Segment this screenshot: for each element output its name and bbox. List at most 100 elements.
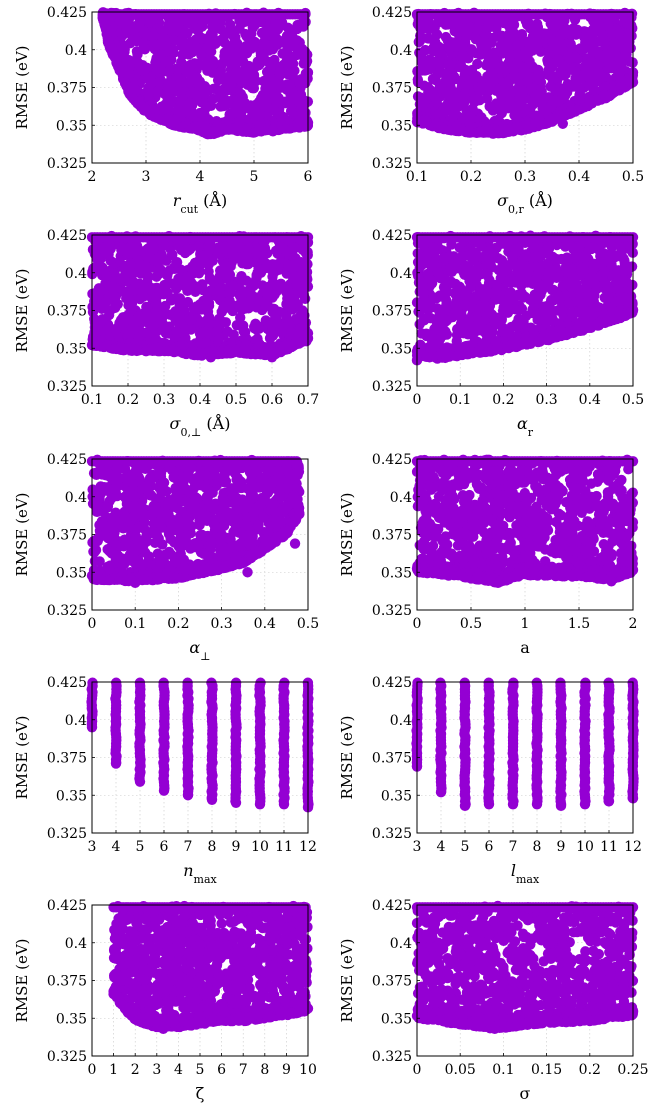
data-point <box>442 35 454 46</box>
data-point <box>196 316 207 328</box>
data-point <box>155 38 166 50</box>
data-point <box>203 297 215 309</box>
data-point <box>440 106 451 117</box>
data-point <box>227 301 238 312</box>
y-axis-title: RMSE (eV) <box>338 45 356 129</box>
data-point <box>444 59 456 71</box>
data-point <box>531 90 542 101</box>
y-tick-label: 0.4 <box>65 266 87 282</box>
data-point <box>273 92 284 104</box>
data-point <box>562 78 573 90</box>
x-tick-label: 0.5 <box>225 392 247 408</box>
data-point <box>257 253 268 265</box>
data-point <box>163 101 175 113</box>
data-point <box>479 36 490 47</box>
data-point <box>236 18 247 29</box>
data-point <box>260 315 271 326</box>
data-point <box>107 281 118 292</box>
data-point <box>301 55 313 67</box>
scatter-points <box>411 7 639 139</box>
data-point <box>176 40 187 52</box>
x-tick-label: 0.2 <box>460 169 482 185</box>
data-point <box>555 30 567 41</box>
y-tick-label: 0.35 <box>56 341 87 357</box>
data-point <box>416 51 427 62</box>
data-point <box>491 23 502 34</box>
data-point <box>462 30 474 41</box>
y-tick-label: 0.375 <box>47 304 87 320</box>
data-point <box>570 75 581 87</box>
data-point <box>205 285 216 296</box>
x-tick-label: 0.6 <box>261 392 283 408</box>
data-point <box>614 53 625 64</box>
data-point <box>287 64 298 76</box>
x-tick-label: 0.4 <box>568 169 590 185</box>
data-point <box>613 27 625 39</box>
data-point <box>451 41 463 52</box>
data-point <box>501 77 513 89</box>
data-point <box>267 271 278 282</box>
data-point <box>117 318 129 330</box>
data-point <box>431 96 442 108</box>
data-point <box>283 318 294 329</box>
data-point <box>252 294 264 306</box>
data-point <box>511 40 523 51</box>
data-point <box>138 291 149 302</box>
x-tick-label: 6 <box>304 169 313 185</box>
data-point <box>603 49 615 60</box>
data-point <box>294 77 306 89</box>
data-point <box>228 329 239 340</box>
data-point <box>520 66 531 77</box>
data-point <box>171 65 182 77</box>
data-point <box>260 286 271 298</box>
data-point <box>549 95 560 107</box>
data-point <box>559 88 570 100</box>
data-point <box>180 247 191 259</box>
data-point <box>237 56 249 67</box>
data-point <box>148 243 159 255</box>
data-point <box>225 261 236 272</box>
data-point <box>204 272 216 284</box>
scatter-points <box>86 230 314 363</box>
data-point <box>431 43 442 54</box>
data-point <box>228 280 239 292</box>
y-tick-label: 0.325 <box>47 156 87 172</box>
data-point <box>101 270 112 281</box>
x-tick-label: 0.5 <box>622 169 644 185</box>
data-point <box>198 250 209 262</box>
data-point <box>158 25 169 36</box>
data-point <box>533 27 544 38</box>
scatter-points <box>411 230 639 366</box>
data-point <box>283 36 294 47</box>
data-point <box>171 326 182 337</box>
data-point <box>191 42 202 54</box>
y-tick-label: 0.4 <box>65 43 87 59</box>
data-point <box>274 67 285 79</box>
y-tick-label: 0.425 <box>372 5 412 21</box>
data-point <box>267 126 279 137</box>
data-point <box>283 260 295 272</box>
data-point <box>476 112 487 123</box>
data-point <box>112 298 123 310</box>
data-point <box>301 258 312 270</box>
data-point <box>215 66 226 77</box>
x-tick-label: 3 <box>142 169 151 185</box>
data-point <box>420 22 432 34</box>
data-point <box>205 46 217 57</box>
data-point <box>496 108 507 119</box>
data-point <box>289 242 301 254</box>
data-point <box>127 268 138 279</box>
data-point <box>255 109 266 120</box>
data-point <box>427 73 439 85</box>
chart-panel: 0.1 0.2 0.3 0.4 0.50.3250.350.3750.40.425σ0,… <box>338 5 644 216</box>
y-tick-label: 0.425 <box>47 228 87 244</box>
data-point <box>171 282 182 293</box>
data-point <box>622 32 634 43</box>
data-point <box>454 26 465 38</box>
data-point <box>208 83 219 95</box>
data-point <box>294 120 306 131</box>
data-point <box>151 86 163 98</box>
y-tick-label: 0.375 <box>372 81 412 97</box>
data-point <box>193 241 204 252</box>
